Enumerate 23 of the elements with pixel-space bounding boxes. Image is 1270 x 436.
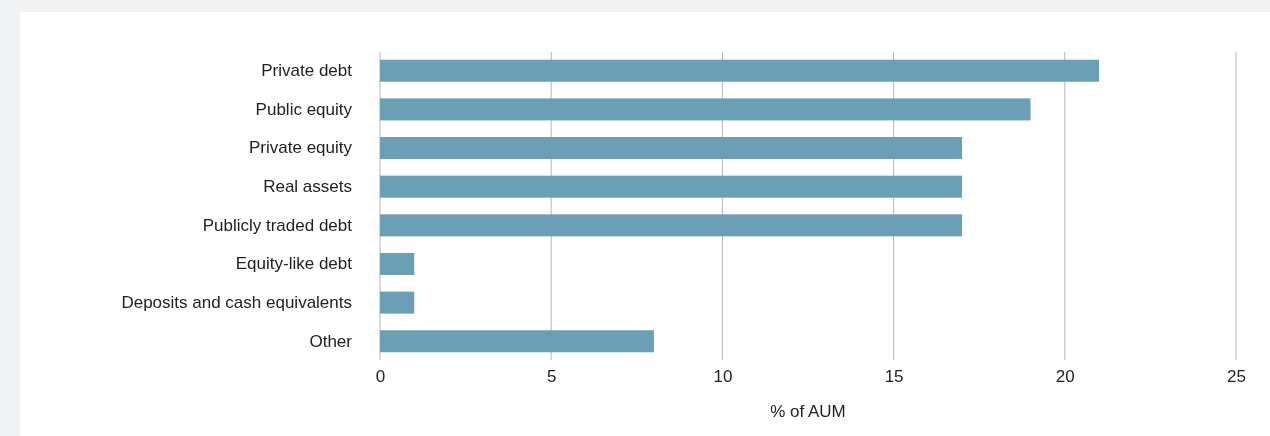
y-tick-label: Other — [309, 331, 353, 351]
bar — [380, 175, 963, 198]
bar — [380, 59, 1100, 82]
y-tick-label: Private equity — [249, 138, 353, 158]
y-tick-label: Equity-like debt — [235, 254, 353, 274]
y-tick-label: Deposits and cash equivalents — [121, 293, 352, 313]
x-axis-title: % of AUM — [770, 402, 846, 421]
bar — [380, 330, 654, 353]
x-tick-label: 25 — [1227, 367, 1246, 387]
x-tick-label: 5 — [546, 367, 557, 387]
y-tick-label: Real assets — [263, 177, 352, 197]
bar — [380, 137, 963, 160]
bar — [380, 291, 415, 314]
y-tick-label: Private debt — [261, 61, 353, 81]
x-tick-label: 0 — [375, 367, 386, 387]
x-tick-label: 20 — [1055, 367, 1075, 387]
y-tick-label: Publicly traded debt — [202, 215, 353, 235]
x-tick-label: 15 — [884, 367, 904, 387]
bar — [380, 98, 1031, 121]
bar — [380, 214, 963, 237]
bar — [380, 252, 415, 275]
x-tick-label: 10 — [713, 367, 733, 387]
y-tick-label: Public equity — [255, 99, 353, 119]
